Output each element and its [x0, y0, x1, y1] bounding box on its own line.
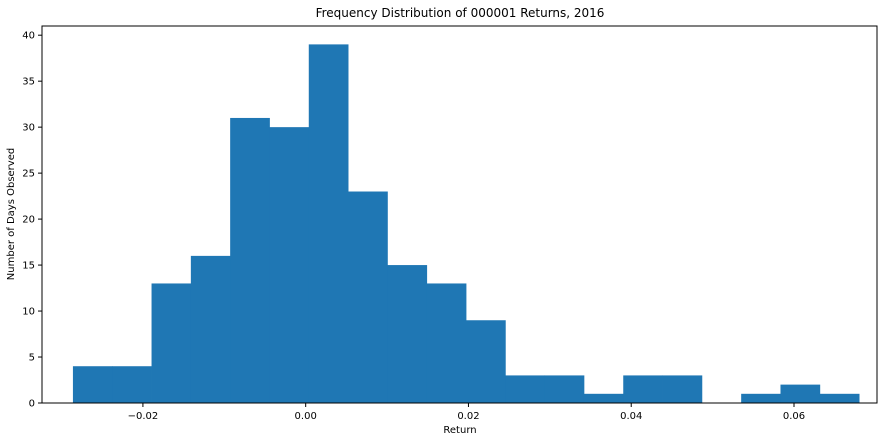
histogram-bar: [348, 191, 388, 403]
y-tick-label: 15: [22, 261, 35, 272]
bars-group: [72, 44, 860, 404]
histogram-bar: [308, 44, 349, 403]
histogram-bar: [72, 366, 113, 403]
y-tick-label: 30: [22, 123, 35, 134]
histogram-bar: [190, 255, 231, 403]
y-tick-label: 20: [22, 215, 35, 226]
histogram-bar: [112, 366, 152, 403]
histogram-bar: [741, 393, 781, 403]
y-tick-label: 25: [22, 169, 35, 180]
histogram-bar: [544, 375, 585, 403]
x-tick-label: 0.06: [783, 411, 805, 422]
histogram-bar: [819, 393, 860, 403]
x-axis-label: Return: [443, 425, 476, 436]
x-tick-label: 0.00: [295, 411, 317, 422]
y-tick-label: 40: [22, 31, 35, 42]
x-tick-label: 0.02: [457, 411, 479, 422]
x-axis: −0.02 0.00 0.02 0.04 0.06: [128, 403, 805, 422]
y-axis: 0 5 10 15 20 25 30 35 40: [22, 31, 42, 410]
y-tick-label: 0: [29, 399, 35, 410]
x-tick-label: −0.02: [128, 411, 159, 422]
y-tick-label: 35: [22, 77, 35, 88]
histogram-bar: [269, 127, 310, 404]
axes-frame: [41, 25, 878, 404]
x-tick-label: 0.04: [620, 411, 642, 422]
histogram-bar: [230, 117, 270, 403]
y-tick-label: 5: [29, 353, 35, 364]
chart-title: Frequency Distribution of 000001 Returns…: [316, 6, 605, 20]
histogram-bar: [505, 375, 546, 403]
histogram-bar: [426, 283, 467, 403]
histogram-bar: [466, 320, 506, 403]
histogram-bar: [780, 384, 821, 403]
y-tick-label: 10: [22, 307, 35, 318]
histogram-bar: [387, 265, 428, 403]
histogram-bar: [662, 375, 703, 403]
histogram-bar: [623, 375, 663, 403]
histogram-bar: [151, 283, 192, 403]
histogram-bar: [583, 393, 624, 403]
y-axis-label: Number of Days Observed: [6, 148, 17, 280]
